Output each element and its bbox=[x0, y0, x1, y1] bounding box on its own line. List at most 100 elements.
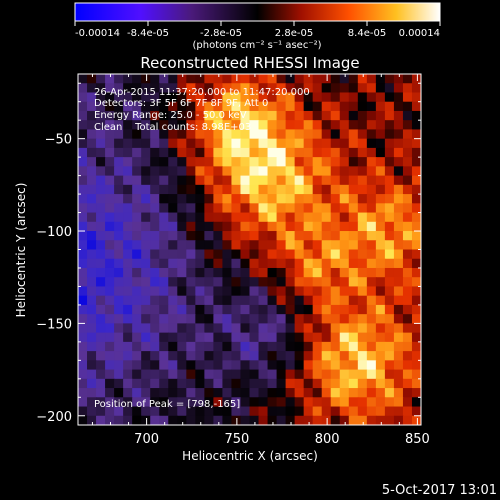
heatmap-cell bbox=[222, 110, 233, 121]
heatmap-cell bbox=[168, 212, 178, 223]
heatmap-cell bbox=[213, 221, 224, 232]
heatmap-cell bbox=[177, 129, 187, 140]
heatmap-cell bbox=[105, 397, 115, 408]
heatmap-cell bbox=[267, 101, 278, 112]
heatmap-cell bbox=[186, 240, 196, 251]
heatmap-cell bbox=[141, 166, 151, 177]
heatmap-cell bbox=[222, 249, 233, 260]
heatmap-cell bbox=[177, 231, 187, 241]
heatmap-cell bbox=[87, 212, 97, 223]
heatmap-cell bbox=[105, 378, 115, 389]
heatmap-cell bbox=[375, 360, 386, 371]
heatmap-cell bbox=[204, 351, 214, 361]
heatmap-cell bbox=[393, 101, 404, 112]
heatmap-cell bbox=[204, 341, 214, 352]
heatmap-cell bbox=[411, 304, 421, 315]
heatmap-cell bbox=[258, 323, 269, 334]
heatmap-cell bbox=[258, 184, 269, 195]
heatmap-cell bbox=[168, 323, 178, 334]
heatmap-cell bbox=[87, 249, 97, 260]
heatmap-cell bbox=[267, 406, 278, 417]
heatmap-cell bbox=[150, 277, 160, 288]
heatmap-cell bbox=[402, 304, 413, 315]
heatmap-cell bbox=[339, 221, 350, 232]
heatmap-cell bbox=[339, 388, 350, 398]
heatmap-cell bbox=[114, 277, 124, 288]
heatmap-cell bbox=[249, 323, 260, 334]
heatmap-cell bbox=[312, 369, 323, 380]
heatmap-cell bbox=[348, 194, 359, 204]
heatmap-cell bbox=[114, 92, 124, 103]
heatmap-cell bbox=[114, 212, 124, 223]
heatmap-cell bbox=[132, 92, 142, 103]
heatmap-cell bbox=[168, 74, 178, 84]
heatmap-cell bbox=[87, 221, 97, 232]
heatmap-cell bbox=[330, 286, 341, 297]
heatmap-cell bbox=[159, 203, 169, 214]
heatmap-cell bbox=[366, 203, 377, 214]
heatmap-cell bbox=[348, 101, 359, 112]
heatmap-cell bbox=[87, 369, 97, 380]
heatmap-cell bbox=[87, 175, 97, 186]
heatmap-cell bbox=[348, 212, 359, 223]
heatmap-cell bbox=[249, 129, 260, 140]
heatmap-cell bbox=[114, 249, 124, 260]
heatmap-cell bbox=[330, 314, 341, 324]
heatmap-cell bbox=[402, 258, 413, 269]
heatmap-cell bbox=[186, 194, 196, 204]
heatmap-cell bbox=[375, 147, 386, 158]
heatmap-cell bbox=[231, 120, 242, 131]
heatmap-cell bbox=[249, 194, 260, 204]
heatmap-cell bbox=[213, 369, 224, 380]
heatmap-cell bbox=[222, 221, 233, 232]
heatmap-cell bbox=[240, 286, 251, 297]
heatmap-cell bbox=[177, 203, 187, 214]
heatmap-cell bbox=[258, 341, 269, 352]
heatmap-cell bbox=[87, 101, 97, 112]
heatmap-cell bbox=[258, 166, 269, 177]
heatmap-cell bbox=[339, 304, 350, 315]
heatmap-cell bbox=[321, 388, 332, 398]
heatmap-cell bbox=[375, 212, 386, 223]
heatmap-cell bbox=[402, 120, 413, 131]
heatmap-cell bbox=[303, 175, 314, 186]
heatmap-cell bbox=[159, 249, 169, 260]
heatmap-cell bbox=[186, 212, 196, 223]
info-time-range: 26-Apr-2015 11:37:20.000 to 11:47:20.000 bbox=[94, 87, 310, 98]
heatmap-cell bbox=[168, 314, 178, 324]
heatmap-cell bbox=[312, 267, 323, 278]
heatmap-cell bbox=[222, 92, 233, 103]
heatmap-cell bbox=[123, 92, 133, 103]
heatmap-cell bbox=[204, 258, 214, 269]
heatmap-cell bbox=[321, 415, 332, 425]
heatmap-cell bbox=[330, 397, 341, 408]
heatmap-cell bbox=[177, 120, 187, 131]
heatmap-cell bbox=[276, 360, 287, 371]
heatmap-cell bbox=[231, 231, 242, 241]
heatmap-cell bbox=[285, 295, 296, 306]
heatmap-cell bbox=[285, 406, 296, 417]
heatmap-cell bbox=[150, 129, 160, 140]
heatmap-cell bbox=[123, 267, 133, 278]
heatmap-cell bbox=[141, 221, 151, 232]
heatmap-cell bbox=[321, 351, 332, 361]
y-tick-label: −200 bbox=[36, 410, 72, 425]
heatmap-cell bbox=[186, 101, 196, 112]
heatmap-cell bbox=[150, 378, 160, 389]
heatmap-cell bbox=[204, 157, 214, 167]
heatmap-cell bbox=[294, 258, 305, 269]
heatmap-cell bbox=[285, 323, 296, 334]
heatmap-cell bbox=[258, 295, 269, 306]
heatmap-cell bbox=[303, 314, 314, 324]
heatmap-cell bbox=[339, 212, 350, 223]
heatmap-cell bbox=[195, 221, 205, 232]
heatmap-cell bbox=[312, 101, 323, 112]
heatmap-cell bbox=[222, 258, 233, 269]
heatmap-cell bbox=[348, 360, 359, 371]
heatmap-cell bbox=[258, 92, 269, 103]
heatmap-cell bbox=[411, 101, 421, 112]
heatmap-cell bbox=[303, 378, 314, 389]
heatmap-cell bbox=[105, 369, 115, 380]
heatmap-cell bbox=[411, 129, 421, 140]
heatmap-cell bbox=[411, 184, 421, 195]
